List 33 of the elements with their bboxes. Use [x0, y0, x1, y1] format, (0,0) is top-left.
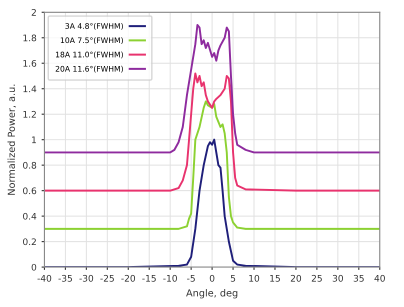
x-tick-label: 40 — [374, 274, 385, 282]
x-tick-label: -5 — [187, 275, 195, 282]
x-tick-label: 20 — [290, 274, 302, 282]
x-tick-label: 25 — [312, 274, 322, 282]
x-tick-label: 30 — [332, 274, 343, 282]
y-tick-label: 0.8 — [23, 162, 36, 169]
x-tick-label: -30 — [79, 274, 94, 282]
x-tick-label: 10 — [249, 274, 260, 282]
y-tick-label: 0.4 — [23, 212, 36, 220]
y-tick-label: 0.6 — [23, 187, 36, 194]
y-tick-label: 2 — [32, 9, 36, 16]
y-tick-label: 1 — [32, 136, 36, 144]
line-series — [44, 100, 380, 230]
y-tick-label: 1.6 — [23, 60, 36, 67]
x-tick-label: -10 — [163, 274, 177, 282]
y-tick-label: 0.2 — [23, 238, 36, 246]
x-tick-label: -40 — [38, 274, 52, 282]
line-series — [44, 72, 380, 192]
x-tick-label: -25 — [100, 274, 114, 282]
x-tick-label: -35 — [58, 274, 72, 282]
x-tick-label: 15 — [270, 275, 280, 282]
y-tick-label: 1.8 — [23, 34, 36, 42]
x-tick-label: 35 — [354, 274, 364, 282]
line-series — [44, 24, 380, 154]
x-tick-label: 5 — [230, 275, 236, 282]
x-tick-label: -15 — [142, 275, 156, 282]
x-axis-title: Angle, deg — [186, 289, 238, 298]
y-tick-label: 1.2 — [23, 110, 36, 118]
y-axis-title: Normalized Power, a.u. — [7, 84, 16, 195]
x-tick-label: -20 — [121, 274, 136, 282]
y-tick-label: 1.4 — [23, 86, 36, 92]
x-tick-label: 0 — [210, 274, 214, 282]
y-tick-label: 0 — [32, 264, 36, 271]
